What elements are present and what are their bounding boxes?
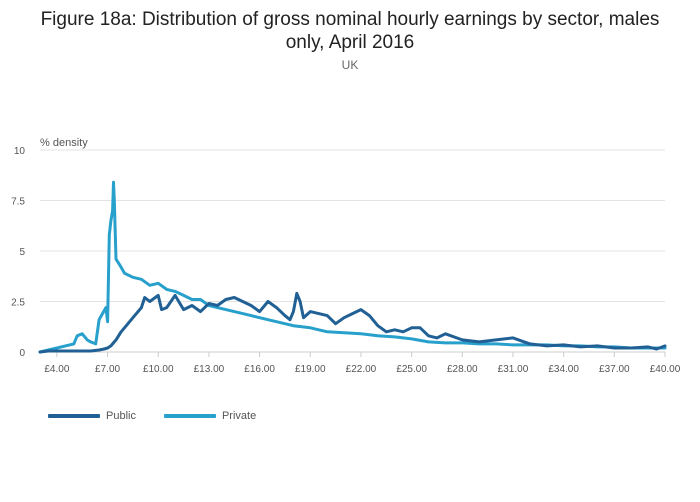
x-tick-label: £4.00 [44, 364, 69, 375]
x-tick-label: £28.00 [447, 364, 478, 375]
x-tick-label: £31.00 [498, 364, 529, 375]
x-tick-label: £22.00 [346, 364, 377, 375]
legend-label-private: Private [221, 410, 257, 422]
series-lines [38, 180, 667, 354]
x-tick-label: £34.00 [548, 364, 579, 375]
x-tick-label: £37.00 [599, 364, 630, 375]
y-tick-label: 7.5 [11, 197, 25, 208]
legend-swatch-private [163, 414, 216, 418]
x-tick-label: £13.00 [194, 364, 225, 375]
series-line-private [38, 180, 667, 354]
legend: Public Private [48, 410, 256, 422]
x-axis: £4.00 £7.00 £10.00 £13.00 £16.00 £19.00 £22.00… [44, 352, 681, 375]
x-tick-label: £19.00 [295, 364, 326, 375]
x-tick-label: £40.00 [650, 364, 681, 375]
y-tick-label: 2.5 [11, 298, 25, 309]
x-tick-label: £10.00 [143, 364, 174, 375]
legend-swatch-public [48, 414, 100, 418]
chart-title: Figure 18a: Distribution of gross nomina… [40, 9, 660, 53]
y-axis-label: % density [40, 137, 88, 149]
y-tick-label: 5 [19, 247, 25, 258]
series-line-public [38, 291, 667, 354]
legend-label-public: Public [106, 410, 136, 422]
x-tick-label: £7.00 [95, 364, 120, 375]
y-tick-label: 0 [19, 348, 25, 359]
x-tick-label: £16.00 [244, 364, 275, 375]
legend-item-public[interactable]: Public [48, 410, 136, 422]
x-tick-label: £25.00 [396, 364, 427, 375]
y-tick-label: 10 [14, 146, 26, 157]
y-axis: 0 2.5 5 7.5 10 [11, 146, 25, 359]
grid-lines [40, 149, 665, 353]
legend-item-private[interactable]: Private [163, 410, 257, 422]
chart-subtitle: UK [341, 58, 359, 72]
